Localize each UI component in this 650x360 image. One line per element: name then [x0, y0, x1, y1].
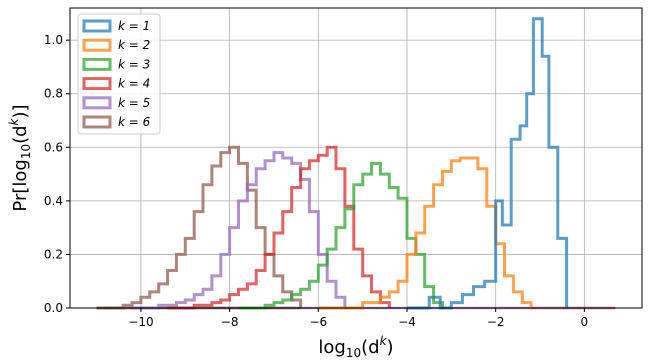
series-k-1 — [407, 17, 569, 310]
legend-label: k = 3 — [118, 57, 150, 71]
legend-label: k = 6 — [118, 115, 151, 129]
y-tick-label: 1.0 — [44, 33, 63, 47]
legend-swatch — [82, 57, 112, 71]
legend-box — [77, 13, 161, 135]
series-k-6 — [96, 145, 303, 310]
x-tick-label: −2 — [487, 315, 505, 329]
series-k-3 — [238, 161, 444, 310]
legend-swatch — [82, 77, 112, 91]
legend-swatch — [82, 19, 112, 33]
legend-label: k = 2 — [118, 38, 150, 52]
y-tick-label: 0.2 — [44, 247, 63, 261]
legend-swatch — [82, 96, 112, 110]
series-k-5 — [132, 151, 347, 310]
y-tick-label: 0.0 — [44, 301, 63, 315]
legend-swatch — [82, 38, 112, 52]
legend-label: k = 5 — [118, 96, 150, 110]
x-tick-label: −6 — [309, 315, 327, 329]
series-k-4 — [167, 145, 391, 310]
y-axis-ticks: 0.0 0.2 0.4 0.6 0.8 1.0 — [44, 33, 70, 315]
x-tick-label: −10 — [128, 315, 153, 329]
y-tick-label: 0.4 — [44, 194, 63, 208]
x-tick-label: 0 — [581, 315, 589, 329]
legend-label: k = 4 — [118, 77, 150, 91]
legend: k = 1 k = 2 k = 3 k = 4 k = 5 k = 6 — [77, 13, 161, 135]
axes-frame — [69, 7, 643, 309]
series-k-2 — [318, 156, 533, 310]
x-tick-label: −4 — [398, 315, 416, 329]
y-tick-label: 0.6 — [44, 140, 63, 154]
y-tick-label: 0.8 — [44, 87, 63, 101]
y-axis-label: Pr[log10(dk)] — [7, 104, 33, 211]
x-axis-ticks: −10 −8 −6 −4 −2 0 — [128, 308, 588, 329]
x-axis-label: log10(dk) — [318, 334, 393, 360]
x-tick-label: −8 — [221, 315, 239, 329]
legend-label: k = 1 — [118, 19, 150, 33]
legend-swatch — [82, 115, 112, 129]
series-layer — [96, 17, 616, 310]
